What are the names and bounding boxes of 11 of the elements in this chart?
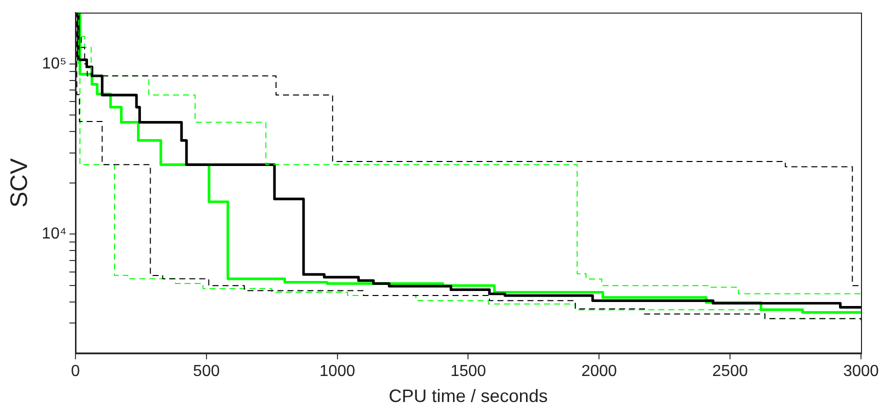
x-tick-label: 500 xyxy=(193,363,220,380)
y-axis-title: SCV xyxy=(6,158,34,208)
x-axis-title: CPU time / seconds xyxy=(388,386,548,406)
x-tick-label: 1500 xyxy=(450,363,486,380)
y-tick-label: 10⁴ xyxy=(42,226,67,243)
x-tick-label: 2000 xyxy=(581,363,618,380)
y-tick-label: 10⁵ xyxy=(42,55,66,72)
x-tick-label: 0 xyxy=(71,363,80,380)
x-tick-label: 1000 xyxy=(320,363,356,380)
x-tick-label: 3000 xyxy=(843,363,879,380)
x-tick-label: 2500 xyxy=(712,363,748,380)
